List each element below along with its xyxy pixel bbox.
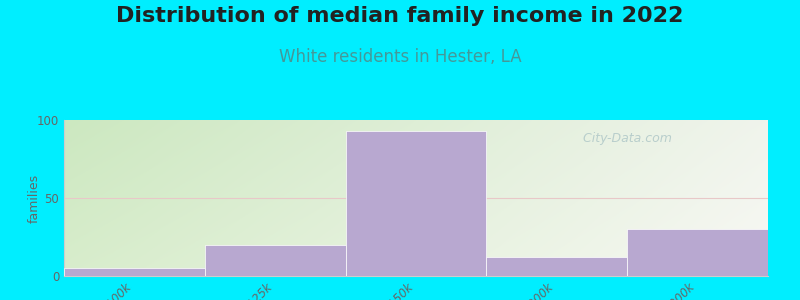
Y-axis label: families: families bbox=[28, 173, 41, 223]
Bar bbox=[64, 268, 205, 276]
Bar bbox=[627, 229, 768, 276]
Bar bbox=[486, 257, 627, 276]
Text: City-Data.com: City-Data.com bbox=[571, 133, 672, 146]
Text: Distribution of median family income in 2022: Distribution of median family income in … bbox=[116, 6, 684, 26]
Bar bbox=[205, 245, 346, 276]
Bar bbox=[346, 131, 486, 276]
Text: White residents in Hester, LA: White residents in Hester, LA bbox=[278, 48, 522, 66]
